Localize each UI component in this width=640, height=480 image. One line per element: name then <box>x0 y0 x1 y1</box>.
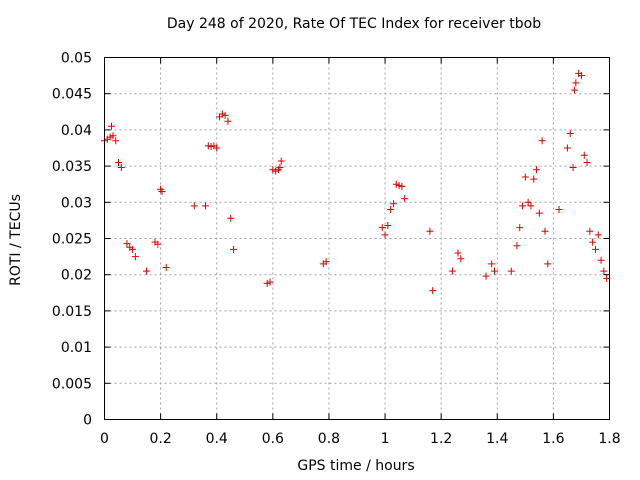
data-point <box>527 202 535 210</box>
data-point <box>112 137 120 145</box>
data-point <box>190 202 198 210</box>
data-point <box>541 227 549 235</box>
data-point <box>221 111 229 119</box>
data-point <box>566 130 574 138</box>
y-tick-label: 0.045 <box>52 87 92 103</box>
data-point <box>227 214 235 222</box>
data-point <box>533 166 541 174</box>
x-tick-label: 0.2 <box>149 431 171 447</box>
x-axis: 0 0.2 0.4 0.6 0.8 1 1.2 1.4 1.6 1.8 <box>100 57 621 447</box>
data-point <box>389 200 397 208</box>
data-point <box>490 267 498 275</box>
data-point <box>108 122 116 130</box>
data-point <box>143 267 151 275</box>
data-point <box>129 245 137 253</box>
data-point <box>381 231 389 239</box>
y-tick-label: 0.005 <box>52 376 92 392</box>
data-point <box>507 267 515 275</box>
x-tick-label: 1.4 <box>486 431 508 447</box>
data-point <box>131 253 139 261</box>
data-point <box>457 255 465 263</box>
data-point <box>224 117 232 125</box>
y-tick-label: 0.03 <box>61 195 92 211</box>
data-point <box>115 158 123 166</box>
y-axis: 0 0.005 0.01 0.015 0.02 0.025 0.03 0.035 0.04 0.0… <box>52 51 610 429</box>
y-tick-label: 0.025 <box>52 232 92 248</box>
data-point <box>123 240 131 248</box>
data-point <box>387 206 395 214</box>
data-point <box>513 242 521 250</box>
data-point <box>516 224 524 232</box>
y-axis-label: ROTI / TECUs <box>8 194 24 286</box>
data-point <box>597 256 605 264</box>
data-point <box>426 227 434 235</box>
data-point <box>213 144 221 152</box>
data-point <box>538 137 546 145</box>
x-tick-label: 1.6 <box>542 431 564 447</box>
x-tick-label: 1 <box>381 431 390 447</box>
data-point <box>594 231 602 239</box>
x-tick-label: 1.8 <box>598 431 620 447</box>
data-point <box>569 164 577 172</box>
data-point <box>158 187 166 195</box>
data-point <box>530 175 538 183</box>
data-point <box>586 227 594 235</box>
y-tick-label: 0.035 <box>52 159 92 175</box>
x-tick-label: 1.2 <box>430 431 452 447</box>
data-point <box>589 238 597 246</box>
data-point <box>521 173 529 181</box>
data-point <box>202 202 209 210</box>
x-tick-label: 0.6 <box>262 431 284 447</box>
data-point <box>109 132 117 140</box>
data-point <box>162 263 170 271</box>
x-tick-label: 0.8 <box>318 431 340 447</box>
data-point <box>535 209 543 217</box>
data-point <box>482 272 490 280</box>
data-point <box>600 267 608 275</box>
grid-lines <box>104 57 610 420</box>
x-tick-label: 0 <box>100 431 109 447</box>
data-point <box>524 198 532 206</box>
data-point <box>398 182 406 190</box>
chart-title: Day 248 of 2020, Rate Of TEC Index for r… <box>167 16 541 32</box>
y-tick-label: 0.04 <box>61 123 92 139</box>
y-tick-label: 0.01 <box>61 340 92 356</box>
data-point <box>322 258 330 266</box>
data-point <box>276 164 284 172</box>
data-point <box>384 221 392 229</box>
y-tick-label: 0 <box>83 413 92 429</box>
data-point <box>266 278 274 286</box>
y-tick-label: 0.05 <box>61 51 92 67</box>
x-tick-label: 0.4 <box>206 431 228 447</box>
data-points <box>101 69 611 295</box>
y-tick-label: 0.015 <box>52 304 92 320</box>
data-point <box>401 195 409 203</box>
data-point <box>429 287 437 295</box>
data-point <box>488 260 496 268</box>
data-point <box>230 245 238 253</box>
data-point <box>519 202 527 210</box>
data-point <box>580 151 588 159</box>
data-point <box>544 260 552 268</box>
data-point <box>154 240 162 248</box>
data-point <box>277 157 285 165</box>
data-point <box>563 144 571 152</box>
data-point <box>570 86 578 94</box>
data-point <box>555 206 563 214</box>
data-point <box>572 79 580 87</box>
data-point <box>448 267 456 275</box>
data-point <box>378 224 386 232</box>
data-point <box>117 164 125 172</box>
data-point <box>577 72 585 80</box>
y-tick-label: 0.02 <box>61 268 92 284</box>
x-axis-label: GPS time / hours <box>297 458 414 474</box>
data-point <box>454 249 462 257</box>
data-point <box>583 158 591 166</box>
data-point <box>591 245 599 253</box>
